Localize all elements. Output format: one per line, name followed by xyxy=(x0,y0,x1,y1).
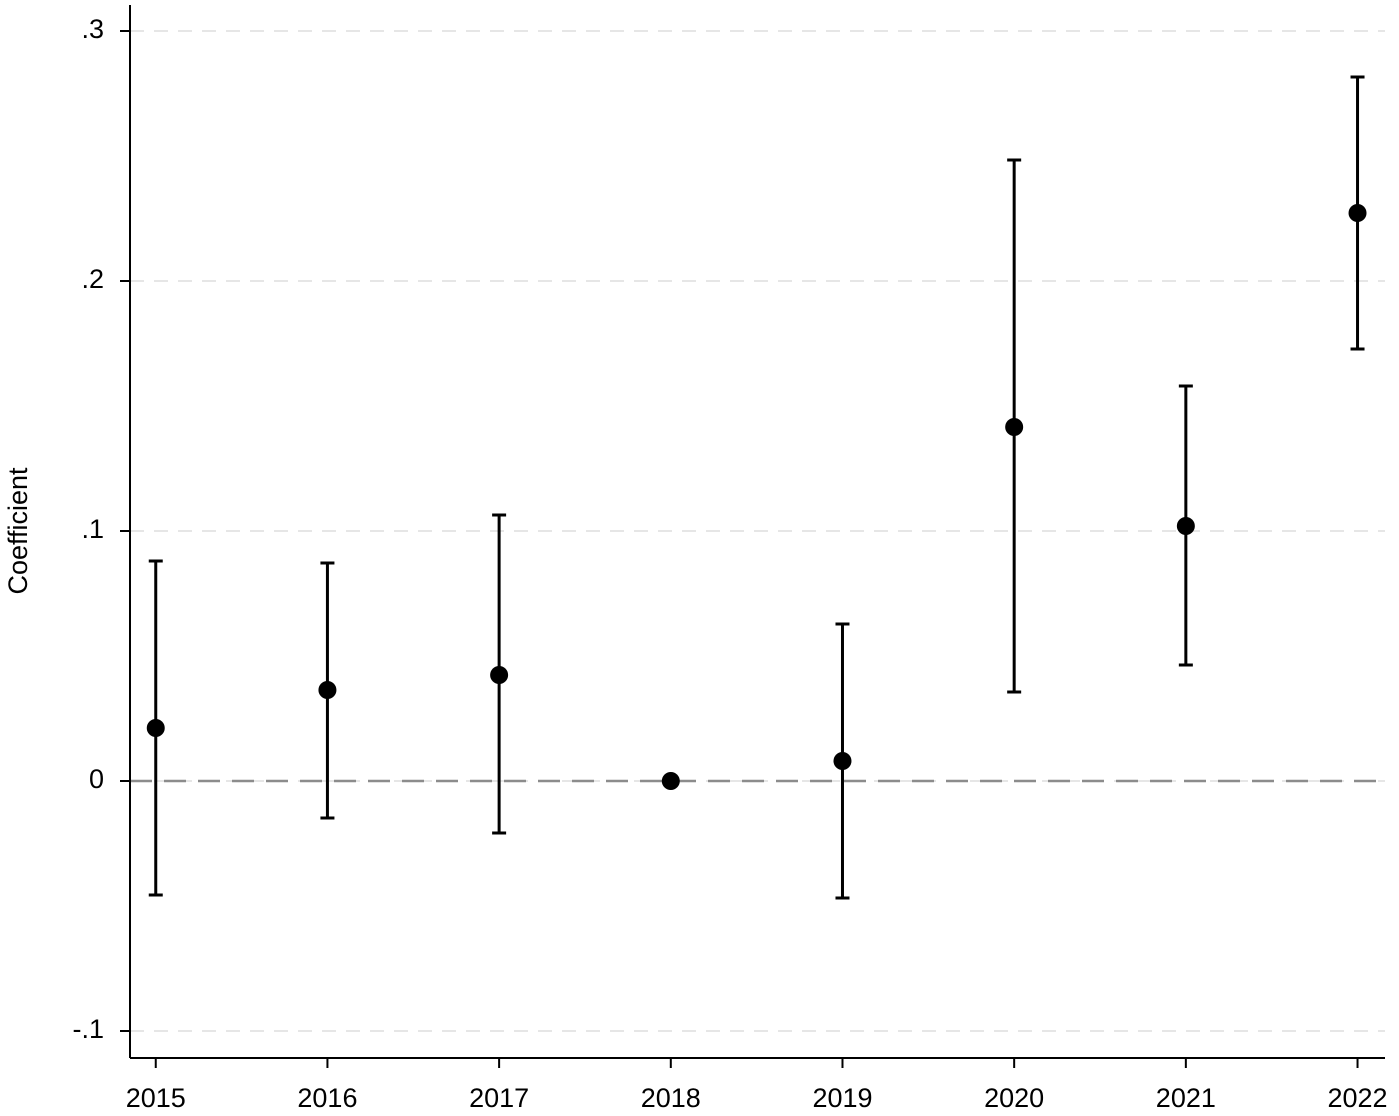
point xyxy=(1176,517,1195,535)
y-tick-label: .2 xyxy=(81,264,104,294)
x-tick-label: 2015 xyxy=(126,1083,186,1113)
x-tick-label: 2022 xyxy=(1327,1083,1387,1113)
point xyxy=(490,666,509,684)
y-axis-label: Coefficient xyxy=(3,467,33,595)
point xyxy=(1005,418,1024,436)
x-tick-label: 2018 xyxy=(641,1083,701,1113)
point xyxy=(146,719,165,737)
point xyxy=(1348,204,1367,222)
x-tick-label: 2017 xyxy=(469,1083,529,1113)
y-tick-label: .3 xyxy=(81,14,104,44)
x-tick-label: 2020 xyxy=(984,1083,1044,1113)
y-tick-label: -.1 xyxy=(72,1014,104,1044)
x-tick-label: 2019 xyxy=(812,1083,872,1113)
point xyxy=(318,681,337,699)
point xyxy=(661,772,680,790)
point xyxy=(833,752,852,770)
y-tick-label: .1 xyxy=(81,514,104,544)
y-tick-label: 0 xyxy=(89,764,104,794)
x-tick-label: 2016 xyxy=(297,1083,357,1113)
x-tick-label: 2021 xyxy=(1156,1083,1216,1113)
